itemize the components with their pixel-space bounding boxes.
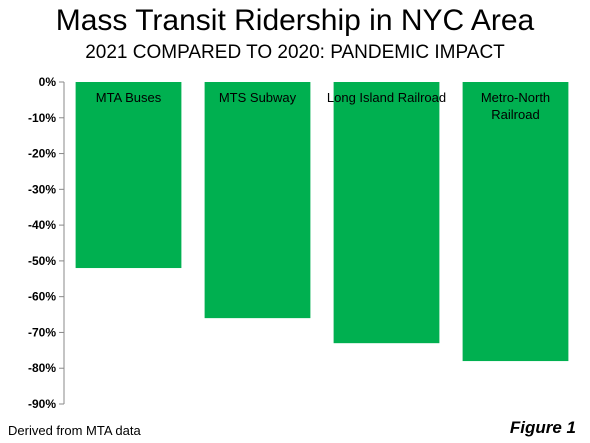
y-tick-label: -70% (28, 325, 56, 339)
bar-category-label: Railroad (491, 107, 539, 122)
chart-subtitle: 2021 COMPARED TO 2020: PANDEMIC IMPACT (85, 42, 505, 63)
y-tick-label: 0% (39, 75, 57, 89)
bar-1 (204, 82, 311, 319)
y-tick-label: -90% (28, 397, 56, 411)
figure-label: Figure 1 (509, 418, 576, 437)
source-note: Derived from MTA data (8, 423, 141, 438)
bar-category-label: MTA Buses (96, 90, 162, 105)
bar-category-label: Long Island Railroad (327, 90, 446, 105)
bar-category-label: MTS Subway (219, 90, 297, 105)
bar-3 (462, 82, 569, 362)
y-tick-label: -20% (28, 147, 56, 161)
y-tick-label: -10% (28, 111, 56, 125)
bar-2 (333, 82, 440, 344)
y-tick-label: -30% (28, 182, 56, 196)
bar-0 (75, 82, 182, 269)
y-tick-label: -50% (28, 254, 56, 268)
chart-title: Mass Transit Ridership in NYC Area (55, 4, 535, 37)
y-tick-label: -40% (28, 218, 56, 232)
y-tick-label: -80% (28, 361, 56, 375)
bar-category-label: Metro-North (481, 90, 550, 105)
y-tick-label: -60% (28, 290, 56, 304)
